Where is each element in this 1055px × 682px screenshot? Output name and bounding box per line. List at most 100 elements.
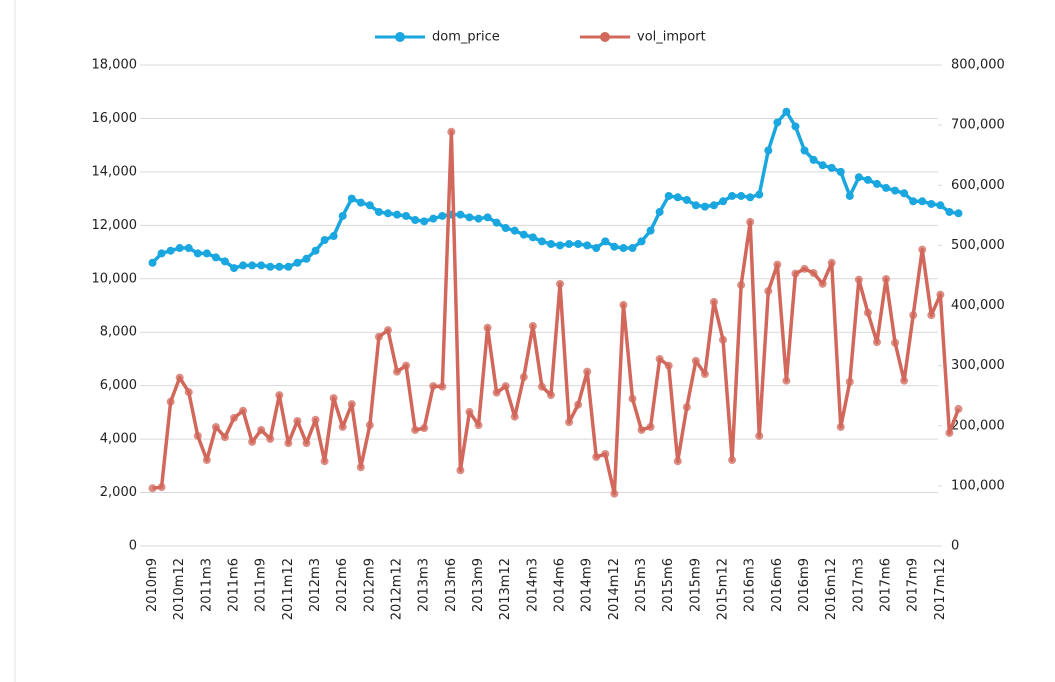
point xyxy=(293,258,302,267)
point xyxy=(900,189,909,198)
point xyxy=(329,232,338,241)
point xyxy=(519,230,528,239)
point xyxy=(338,422,347,431)
point xyxy=(891,186,900,195)
point xyxy=(746,217,755,226)
point xyxy=(293,416,302,425)
y-tick-label: 14,000 xyxy=(92,164,138,179)
point xyxy=(918,197,927,206)
point xyxy=(148,258,157,267)
point xyxy=(311,246,320,255)
point xyxy=(592,244,601,253)
point xyxy=(202,456,211,465)
point xyxy=(709,201,718,210)
point xyxy=(338,211,347,220)
point xyxy=(492,388,501,397)
point xyxy=(546,240,555,249)
point xyxy=(673,457,682,466)
point xyxy=(302,254,311,263)
y-tick-label: 18,000 xyxy=(92,58,138,73)
point xyxy=(936,290,945,299)
y2-tick-label: 700,000 xyxy=(951,118,1005,133)
point xyxy=(854,173,863,182)
point xyxy=(157,249,166,258)
point xyxy=(882,183,891,192)
x-tick-label: 2010m9 xyxy=(145,558,160,612)
point xyxy=(175,373,184,382)
x-tick-label: 2014m9 xyxy=(580,558,595,612)
point xyxy=(166,397,175,406)
x-tick-label: 2017m3 xyxy=(851,558,866,612)
point xyxy=(800,264,809,273)
point xyxy=(863,175,872,184)
legend-marker xyxy=(395,32,405,42)
point xyxy=(637,237,646,246)
point xyxy=(465,213,474,222)
x-tick-label: 2016m12 xyxy=(824,558,839,620)
y2-tick-label: 300,000 xyxy=(951,358,1005,373)
x-tick-label: 2011m9 xyxy=(254,558,269,612)
point xyxy=(447,127,456,136)
point xyxy=(438,382,447,391)
point xyxy=(927,311,936,320)
point xyxy=(872,338,881,347)
point xyxy=(248,261,257,270)
y-tick-label: 12,000 xyxy=(92,218,138,233)
point xyxy=(211,253,220,262)
point xyxy=(891,338,900,347)
point xyxy=(148,484,157,493)
point xyxy=(556,279,565,288)
point xyxy=(827,163,836,172)
point xyxy=(501,382,510,391)
point xyxy=(619,244,628,253)
point xyxy=(628,394,637,403)
series-line xyxy=(151,110,959,270)
point xyxy=(420,217,429,226)
point xyxy=(800,146,809,155)
point xyxy=(565,418,574,427)
point xyxy=(782,107,791,116)
point xyxy=(193,249,202,258)
y2-tick-label: 100,000 xyxy=(951,478,1005,493)
point xyxy=(220,257,229,266)
point xyxy=(583,367,592,376)
point xyxy=(356,198,365,207)
point xyxy=(773,260,782,269)
point xyxy=(374,207,383,216)
point xyxy=(275,391,284,400)
point xyxy=(429,214,438,223)
point xyxy=(691,356,700,365)
point xyxy=(510,226,519,235)
point xyxy=(546,391,555,400)
point xyxy=(854,275,863,284)
point xyxy=(374,332,383,341)
point xyxy=(311,415,320,424)
legend-label: dom_price xyxy=(432,30,500,45)
point xyxy=(483,323,492,332)
point xyxy=(809,269,818,278)
y2-tick-label: 400,000 xyxy=(951,298,1005,313)
x-tick-label: 2011m3 xyxy=(199,558,214,612)
x-tick-label: 2013m12 xyxy=(498,558,513,620)
point xyxy=(945,207,954,216)
point xyxy=(755,431,764,440)
point xyxy=(537,382,546,391)
point xyxy=(184,244,193,253)
point xyxy=(927,199,936,208)
point xyxy=(483,213,492,222)
point xyxy=(284,439,293,448)
point xyxy=(474,214,483,223)
x-tick-label: 2013m9 xyxy=(471,558,486,612)
point xyxy=(365,201,374,210)
x-tick-label: 2015m9 xyxy=(688,558,703,612)
point xyxy=(383,209,392,218)
x-tick-label: 2016m9 xyxy=(797,558,812,612)
point xyxy=(746,193,755,202)
point xyxy=(239,261,248,270)
x-tick-label: 2010m12 xyxy=(172,558,187,620)
point xyxy=(537,237,546,246)
point xyxy=(719,335,728,344)
point xyxy=(456,210,465,219)
x-tick-label: 2014m3 xyxy=(525,558,540,612)
